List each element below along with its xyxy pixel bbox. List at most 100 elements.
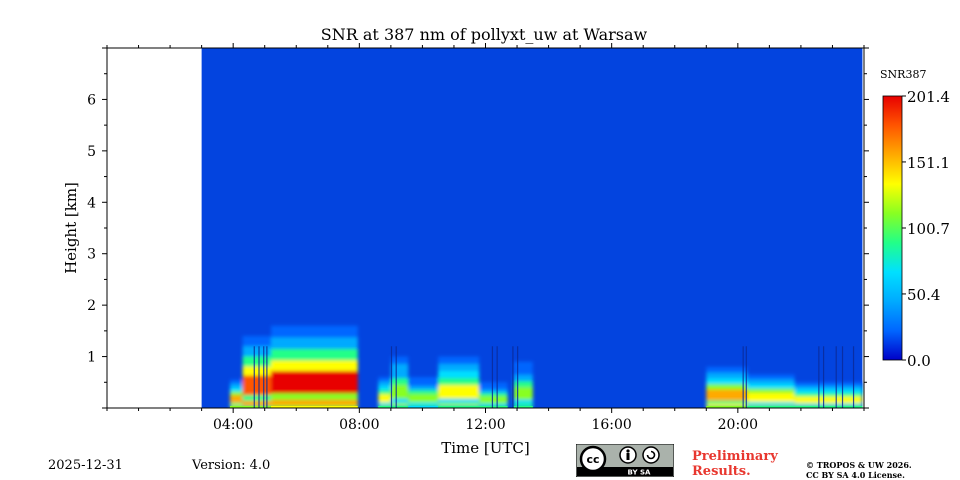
surface-band — [513, 405, 533, 408]
signal-band — [513, 361, 533, 369]
signal-band — [230, 383, 243, 388]
surface-band — [747, 405, 795, 408]
signal-band — [230, 391, 243, 396]
signal-band — [747, 388, 795, 393]
signal-band — [513, 374, 533, 382]
data-gap — [517, 346, 519, 408]
signal-band — [390, 402, 409, 407]
signal-band — [479, 389, 508, 394]
signal-band — [513, 403, 533, 407]
signal-band — [479, 396, 508, 404]
x-tick-label: 20:00 — [718, 417, 758, 433]
surface-band — [390, 405, 409, 408]
svg-text:cc: cc — [586, 453, 599, 466]
signal-band — [390, 384, 409, 399]
x-axis-label: Time [UTC] — [441, 439, 530, 457]
signal-band — [390, 398, 409, 403]
signal-band — [378, 390, 391, 395]
preliminary-line-1: Preliminary — [692, 449, 778, 464]
data-gap — [390, 346, 393, 408]
y-tick-label: 5 — [87, 144, 96, 160]
signal-band — [438, 402, 480, 407]
signal-band — [513, 381, 533, 388]
signal-band — [390, 370, 409, 379]
signal-band — [408, 402, 439, 405]
signal-band — [747, 374, 795, 380]
signal-band — [479, 385, 508, 390]
data-gap — [253, 346, 255, 408]
data-gap — [266, 346, 268, 408]
x-tick-label: 04:00 — [213, 417, 253, 433]
signal-band — [438, 370, 480, 379]
signal-band — [479, 403, 508, 406]
signal-band — [706, 389, 748, 401]
surface-band — [378, 405, 391, 408]
signal-band — [242, 400, 272, 406]
signal-band — [242, 346, 272, 357]
date-label: 2025-12-31 — [48, 458, 123, 473]
data-gap — [395, 346, 397, 408]
signal-band — [794, 389, 863, 394]
signal-segment — [390, 356, 409, 408]
version-label: Version: 4.0 — [192, 458, 271, 473]
signal-band — [513, 368, 533, 375]
signal-segment — [479, 382, 508, 408]
signal-band — [408, 394, 439, 403]
colorbar-tick-label: 100.7 — [907, 220, 950, 238]
signal-band — [479, 382, 508, 386]
chart-title: SNR at 387 nm of pollyxt_uw at Warsaw — [320, 25, 648, 44]
signal-band — [271, 360, 358, 371]
colorbar-tick-label: 50.4 — [907, 286, 940, 304]
signal-band — [794, 382, 863, 386]
data-gap — [258, 346, 260, 408]
surface-band — [230, 405, 243, 408]
signal-band — [706, 384, 748, 390]
signal-band — [271, 370, 358, 394]
signal-band — [378, 394, 391, 403]
preliminary-notice: Preliminary Results. — [692, 449, 778, 479]
surface-band — [408, 405, 439, 408]
colorbar-tick-label: 201.4 — [907, 88, 950, 106]
surface-band — [242, 405, 272, 408]
signal-band — [479, 393, 508, 397]
colorbar-tick-label: 151.1 — [907, 154, 950, 172]
cc-icon — [579, 445, 607, 473]
signal-band — [230, 387, 243, 392]
signal-band — [390, 378, 409, 385]
signal-segment — [438, 356, 480, 408]
surface-band — [479, 405, 508, 408]
data-gap — [745, 346, 747, 408]
surface-band — [794, 405, 863, 408]
cc-license-badge: cc BY SA — [576, 444, 674, 477]
x-tick-label: 08:00 — [339, 417, 379, 433]
signal-band — [747, 392, 795, 402]
surface-band — [271, 405, 358, 408]
signal-band — [438, 378, 480, 385]
data-gap — [818, 346, 820, 408]
signal-segment — [747, 374, 795, 408]
signal-band — [513, 399, 533, 404]
signal-band — [706, 403, 748, 407]
signal-band — [390, 356, 409, 364]
data-gap — [742, 346, 744, 408]
signal-band — [242, 366, 272, 376]
copyright-line-2: CC BY SA 4.0 License. — [806, 470, 905, 480]
y-tick-label: 4 — [87, 195, 96, 211]
signal-band — [271, 393, 358, 400]
signal-band — [408, 390, 439, 395]
x-tick-label: 12:00 — [465, 417, 505, 433]
surface-band — [438, 405, 480, 408]
signal-band — [390, 363, 409, 371]
data-gap — [841, 346, 844, 408]
signal-layer — [230, 325, 863, 408]
signal-band — [794, 393, 863, 397]
signal-band — [747, 379, 795, 384]
signal-segment — [513, 361, 533, 408]
x-tick-label: 16:00 — [591, 417, 631, 433]
signal-band — [706, 400, 748, 404]
signal-band — [230, 379, 243, 384]
copyright-notice: © TROPOS & UW 2026. CC BY SA 4.0 License… — [806, 460, 912, 480]
signal-segment — [706, 366, 748, 408]
y-tick-label: 6 — [87, 92, 96, 108]
signal-band — [408, 385, 439, 391]
